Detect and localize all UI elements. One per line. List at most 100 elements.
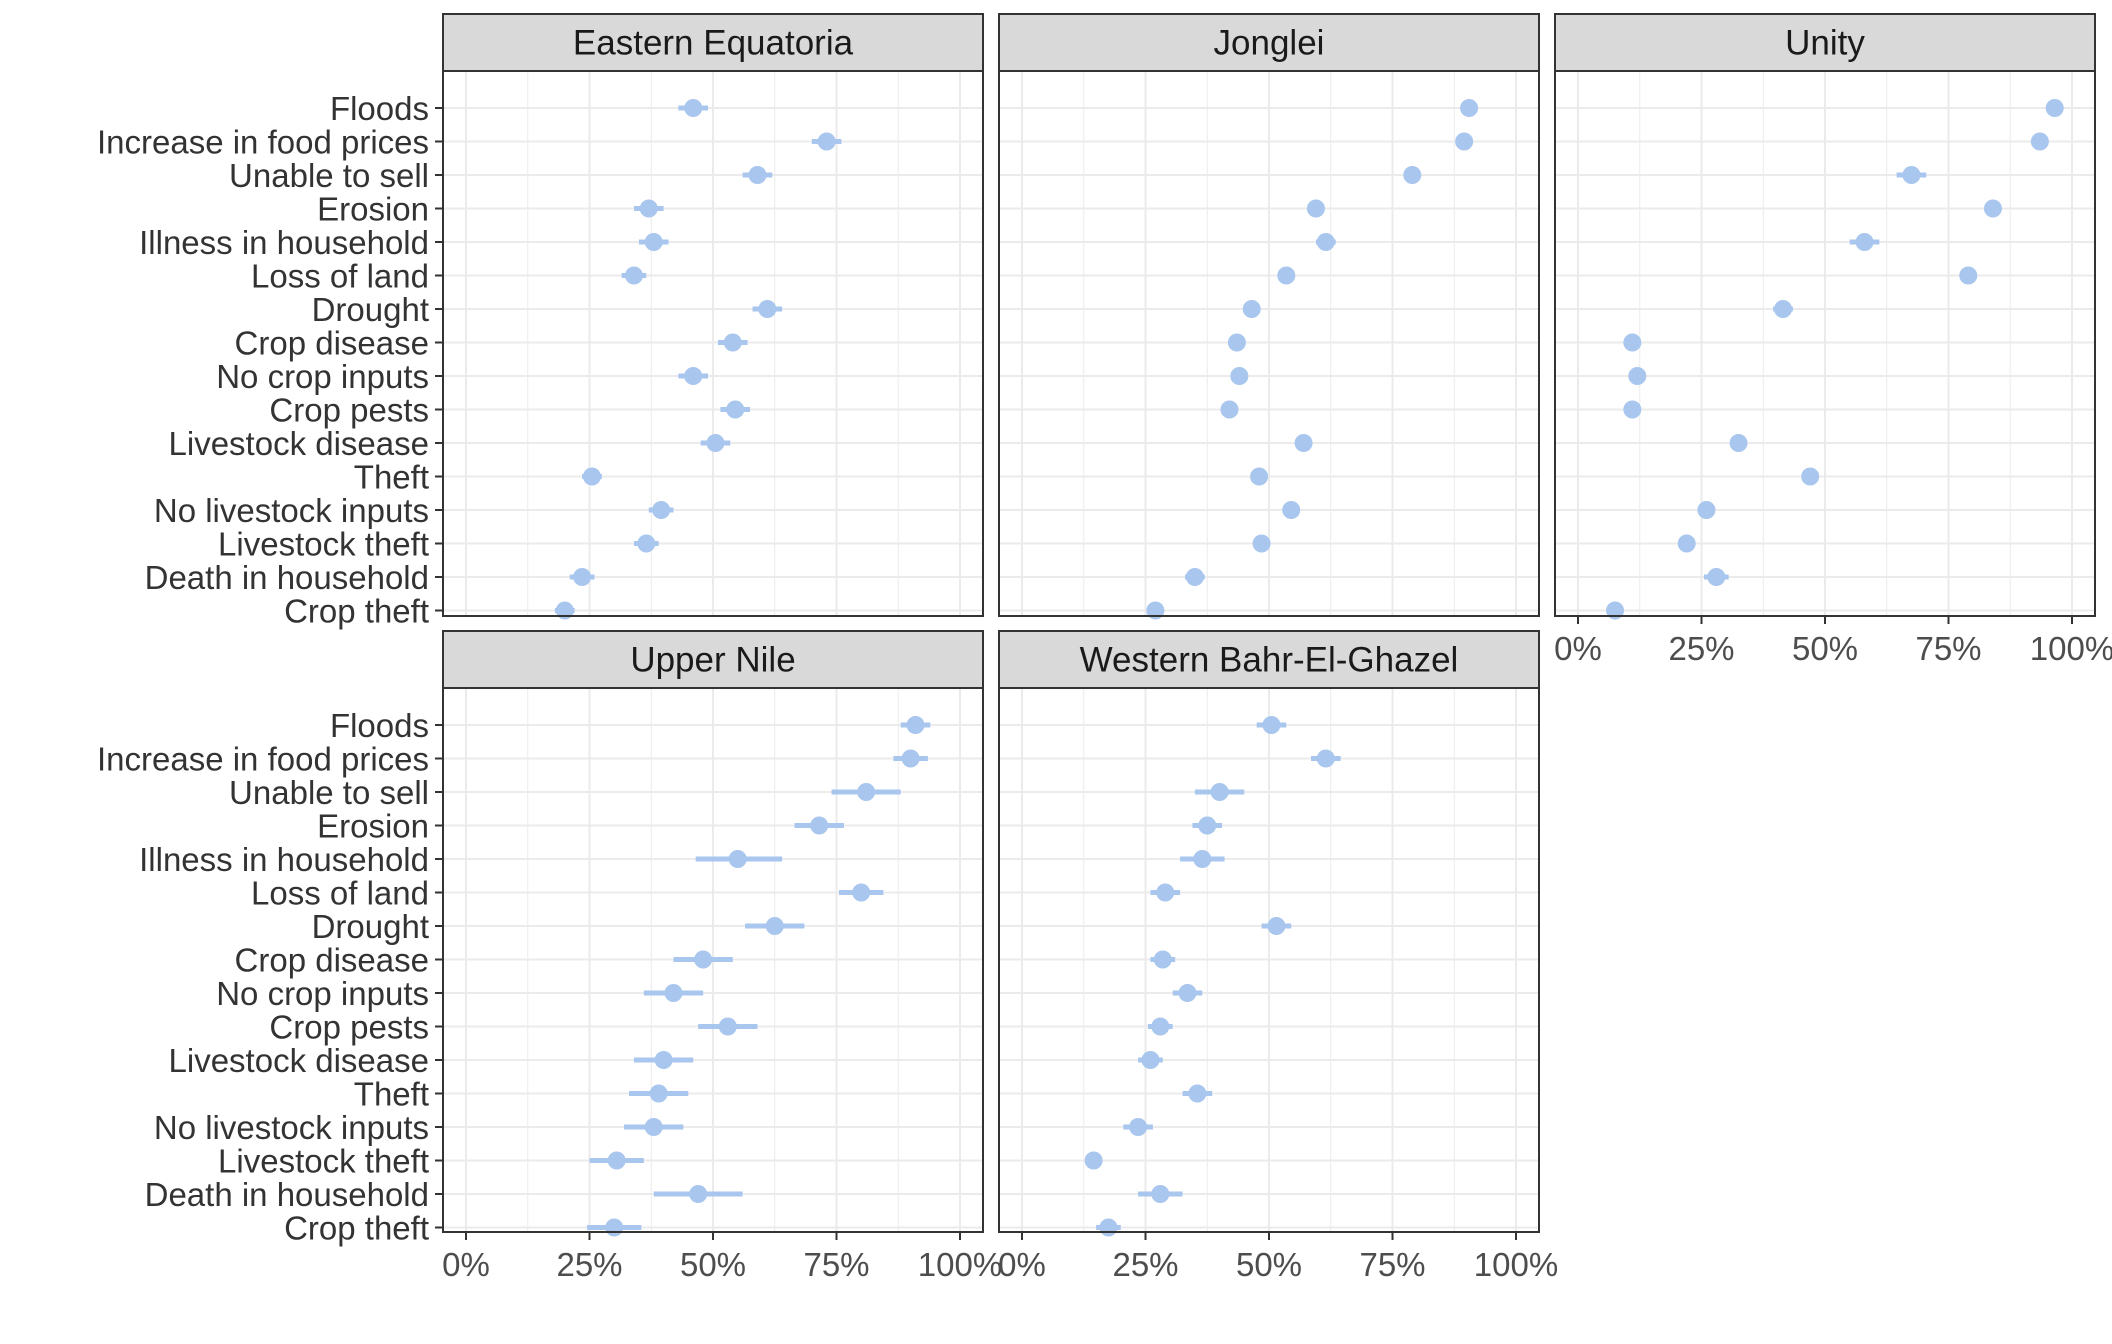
category-label: Theft xyxy=(354,459,429,496)
category-label: Death in household xyxy=(145,1176,429,1213)
data-point xyxy=(1156,883,1175,902)
data-point xyxy=(1129,1118,1148,1136)
data-point xyxy=(1141,1051,1160,1069)
category-label: Theft xyxy=(354,1076,429,1113)
data-point xyxy=(758,300,777,318)
category-label: Loss of land xyxy=(251,258,429,295)
panel-jonglei: Jonglei xyxy=(998,13,1540,620)
category-label: Crop pests xyxy=(269,392,429,429)
data-point xyxy=(1306,199,1325,218)
facet-strip-label: Upper Nile xyxy=(630,641,795,680)
facet-strip xyxy=(998,13,1540,72)
data-point xyxy=(573,568,592,586)
data-point xyxy=(1316,749,1335,768)
x-tick-label: 0% xyxy=(442,1246,490,1283)
data-point xyxy=(1729,434,1748,452)
data-point xyxy=(765,917,784,935)
category-label: Loss of land xyxy=(251,875,429,912)
data-point xyxy=(1220,400,1239,419)
category-label: Unable to sell xyxy=(229,157,429,194)
data-point xyxy=(1316,233,1335,251)
category-label: Death in household xyxy=(145,559,429,596)
data-point xyxy=(684,367,703,385)
category-label: Increase in food prices xyxy=(97,124,429,161)
data-point xyxy=(1959,266,1978,285)
data-point xyxy=(1193,850,1212,868)
x-tick-label: 0% xyxy=(998,1246,1046,1283)
facet-strip-label: Unity xyxy=(1785,24,1865,63)
category-label: Floods xyxy=(330,90,429,127)
data-point xyxy=(1282,501,1301,519)
facet-strip xyxy=(442,13,984,72)
data-point xyxy=(654,1051,673,1069)
category-label: Erosion xyxy=(317,191,429,228)
data-point xyxy=(639,199,658,218)
data-point xyxy=(605,1218,624,1237)
data-point xyxy=(1252,534,1271,553)
data-point xyxy=(1983,199,2002,218)
category-label: Crop disease xyxy=(235,942,429,979)
data-point xyxy=(1210,783,1229,801)
x-tick-label: 25% xyxy=(1668,630,1734,667)
category-label: Crop disease xyxy=(235,325,429,362)
data-point xyxy=(817,132,836,151)
x-tick-label: 100% xyxy=(1474,1246,1558,1283)
data-point xyxy=(852,883,871,902)
data-point xyxy=(1178,984,1197,1002)
data-point xyxy=(1262,716,1281,734)
data-point xyxy=(644,233,663,251)
data-point xyxy=(810,816,829,835)
facet-strip xyxy=(442,630,984,689)
category-label: Illness in household xyxy=(139,841,429,878)
data-point xyxy=(1902,166,1921,184)
data-point xyxy=(906,716,925,734)
category-label: No crop inputs xyxy=(216,975,429,1012)
data-point xyxy=(1677,534,1696,553)
data-point xyxy=(637,534,656,553)
category-label: Livestock disease xyxy=(169,1042,429,1079)
data-point xyxy=(718,1017,737,1036)
data-point xyxy=(1267,917,1286,935)
x-tick-label: 75% xyxy=(1359,1246,1425,1283)
data-point xyxy=(1250,467,1269,486)
data-point xyxy=(1230,367,1249,385)
data-point xyxy=(1774,300,1793,318)
data-point xyxy=(1623,400,1642,419)
data-point xyxy=(1188,1084,1207,1103)
data-point xyxy=(748,166,767,184)
data-point xyxy=(1277,266,1296,285)
data-point xyxy=(1707,568,1726,586)
data-point xyxy=(726,400,745,419)
data-point xyxy=(607,1151,626,1170)
data-point xyxy=(1623,333,1642,352)
panel-unity: Unity 0% 25% 50% 75% 100% xyxy=(1554,13,2112,667)
panel-border xyxy=(998,70,1540,617)
x-tick-label: 100% xyxy=(918,1246,1002,1283)
data-point xyxy=(1151,1185,1170,1203)
data-point xyxy=(1099,1218,1118,1237)
data-point xyxy=(582,467,601,486)
x-tick-label: 25% xyxy=(1112,1246,1178,1283)
data-point xyxy=(1455,132,1474,151)
data-point xyxy=(1153,950,1172,969)
data-point xyxy=(1403,166,1422,184)
data-point xyxy=(857,783,876,801)
data-point xyxy=(689,1185,708,1203)
data-point xyxy=(1084,1151,1103,1170)
data-point xyxy=(1294,434,1313,452)
category-label: Crop pests xyxy=(269,1009,429,1046)
data-point xyxy=(1697,501,1716,519)
data-point xyxy=(1185,568,1204,586)
x-tick-label: 50% xyxy=(680,1246,746,1283)
x-tick-label: 0% xyxy=(1554,630,1602,667)
category-label: Crop theft xyxy=(284,1210,429,1247)
category-label: Crop theft xyxy=(284,593,429,630)
data-point xyxy=(1242,300,1261,318)
facet-strip-label: Western Bahr-El-Ghazel xyxy=(1080,641,1459,680)
data-point xyxy=(706,434,725,452)
facet-strip xyxy=(1554,13,2096,72)
category-label: No livestock inputs xyxy=(154,1109,429,1146)
